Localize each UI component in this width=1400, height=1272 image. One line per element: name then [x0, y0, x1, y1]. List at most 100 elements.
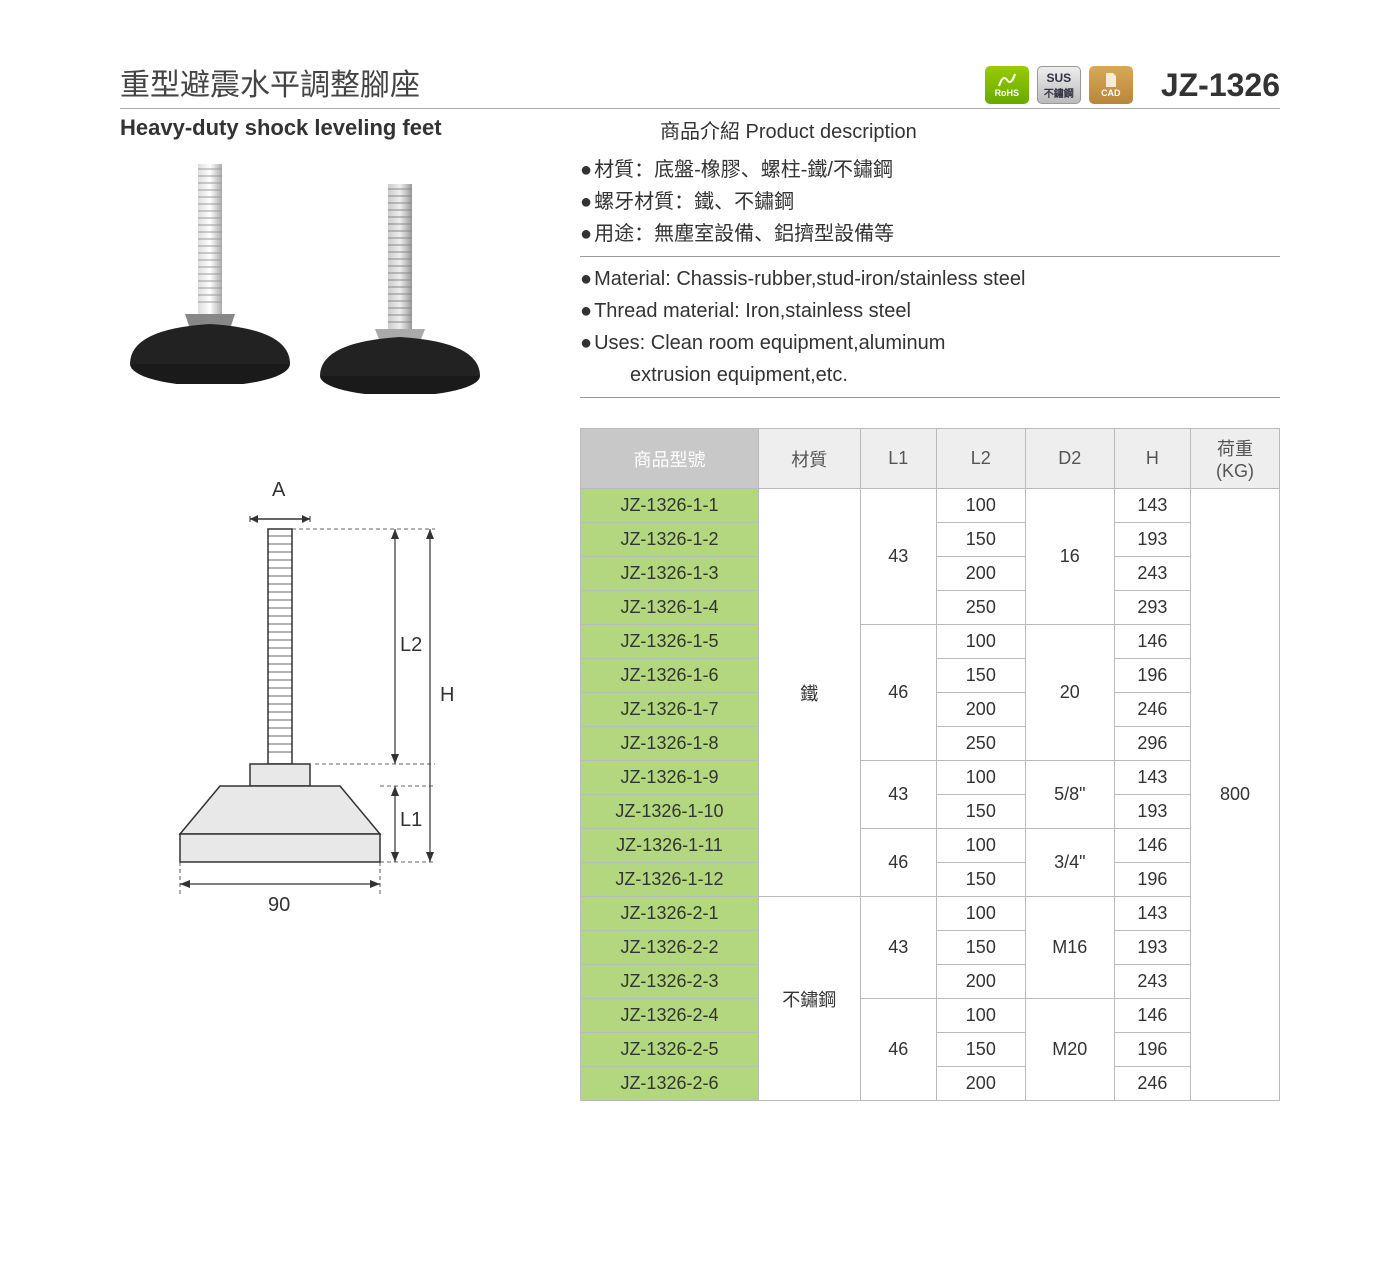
cell-l2: 200: [936, 557, 1025, 591]
diagram-label-base: 90: [268, 894, 290, 917]
subtitle-row: Heavy-duty shock leveling feet 商品介紹 Prod…: [120, 115, 1280, 144]
desc-heading: 商品介紹 Product description: [660, 115, 1280, 144]
cell-l2: 200: [936, 693, 1025, 727]
cell-d2: 5/8": [1025, 761, 1114, 829]
cell-model: JZ-1326-1-8: [581, 727, 759, 761]
badge-sus-top: SUS: [1046, 71, 1071, 85]
cell-h: 296: [1114, 727, 1190, 761]
cell-d2: M16: [1025, 897, 1114, 999]
badge-cad-label: CAD: [1101, 88, 1121, 98]
diagram-label-l2: L2: [400, 634, 422, 657]
diagram-label-l1: L1: [400, 809, 422, 832]
cell-l2: 200: [936, 1067, 1025, 1101]
cell-h: 146: [1114, 625, 1190, 659]
desc-en-1: Thread material: Iron,stainless steel: [580, 295, 1280, 327]
header-right: RoHS SUS 不鏽鋼 CAD JZ-1326: [985, 66, 1280, 104]
cell-model: JZ-1326-1-12: [581, 863, 759, 897]
cell-l2: 150: [936, 1033, 1025, 1067]
cell-d2: 16: [1025, 489, 1114, 625]
cell-model: JZ-1326-2-2: [581, 931, 759, 965]
cell-h: 146: [1114, 999, 1190, 1033]
cell-l2: 250: [936, 727, 1025, 761]
cell-l2: 100: [936, 625, 1025, 659]
cell-model: JZ-1326-2-3: [581, 965, 759, 999]
cell-h: 293: [1114, 591, 1190, 625]
cell-l1: 43: [860, 897, 936, 999]
cell-model: JZ-1326-2-5: [581, 1033, 759, 1067]
cell-model: JZ-1326-2-6: [581, 1067, 759, 1101]
desc-en-2: Uses: Clean room equipment,aluminum: [580, 327, 1280, 359]
cell-h: 143: [1114, 489, 1190, 523]
diagram-label-h: H: [440, 684, 454, 707]
cell-h: 246: [1114, 1067, 1190, 1101]
cell-h: 196: [1114, 1033, 1190, 1067]
badge-rohs: RoHS: [985, 66, 1029, 104]
cell-l1: 43: [860, 761, 936, 829]
cell-load: 800: [1191, 489, 1280, 1101]
cell-l2: 100: [936, 489, 1025, 523]
cell-l2: 100: [936, 999, 1025, 1033]
spec-table: 商品型號 材質 L1 L2 D2 H 荷重 (KG) JZ-1326-1-1 鐵…: [580, 428, 1280, 1101]
th-l1: L1: [860, 429, 936, 489]
th-material: 材質: [758, 429, 860, 489]
cell-l2: 150: [936, 863, 1025, 897]
badge-rohs-label: RoHS: [995, 88, 1020, 98]
header-row: 重型避震水平調整腳座 RoHS SUS 不鏽鋼 CAD JZ-1326: [120, 60, 1280, 109]
cell-l1: 46: [860, 625, 936, 761]
th-model: 商品型號: [581, 429, 759, 489]
title-en: Heavy-duty shock leveling feet: [120, 115, 442, 144]
desc-cn-0: 材質：底盤-橡膠、螺柱-鐵/不鏽鋼: [580, 154, 1280, 186]
cell-material-ss: 不鏽鋼: [758, 897, 860, 1101]
cell-l2: 150: [936, 795, 1025, 829]
badge-cad: CAD: [1089, 66, 1133, 104]
th-load: 荷重 (KG): [1191, 429, 1280, 489]
cell-d2: 3/4": [1025, 829, 1114, 897]
cell-model: JZ-1326-1-11: [581, 829, 759, 863]
cell-l2: 250: [936, 591, 1025, 625]
cell-d2: M20: [1025, 999, 1114, 1101]
cell-h: 193: [1114, 931, 1190, 965]
cell-h: 243: [1114, 557, 1190, 591]
badge-sus-bottom: 不鏽鋼: [1044, 85, 1074, 100]
desc-en-0: Material: Chassis-rubber,stud-iron/stain…: [580, 263, 1280, 295]
cell-h: 193: [1114, 523, 1190, 557]
cell-h: 143: [1114, 897, 1190, 931]
cell-h: 196: [1114, 863, 1190, 897]
cell-model: JZ-1326-2-1: [581, 897, 759, 931]
cell-model: JZ-1326-1-6: [581, 659, 759, 693]
cell-model: JZ-1326-1-1: [581, 489, 759, 523]
cell-l2: 200: [936, 965, 1025, 999]
cell-h: 146: [1114, 829, 1190, 863]
model-code: JZ-1326: [1161, 67, 1280, 104]
cell-l1: 43: [860, 489, 936, 625]
product-photo-1: [120, 154, 300, 384]
description-list: 材質：底盤-橡膠、螺柱-鐵/不鏽鋼 螺牙材質：鐵、不鏽鋼 用途：無塵室設備、鋁擠…: [580, 154, 1280, 398]
cell-h: 193: [1114, 795, 1190, 829]
cell-model: JZ-1326-1-9: [581, 761, 759, 795]
title-cn: 重型避震水平調整腳座: [120, 60, 420, 104]
cell-l2: 150: [936, 931, 1025, 965]
cell-l2: 150: [936, 659, 1025, 693]
badge-sus: SUS 不鏽鋼: [1037, 66, 1081, 104]
th-d2: D2: [1025, 429, 1114, 489]
th-l2: L2: [936, 429, 1025, 489]
cell-l1: 46: [860, 829, 936, 897]
cell-h: 143: [1114, 761, 1190, 795]
desc-cn-2: 用途：無塵室設備、鋁擠型設備等: [580, 218, 1280, 250]
cell-model: JZ-1326-1-2: [581, 523, 759, 557]
cell-l2: 100: [936, 897, 1025, 931]
cell-material-iron: 鐵: [758, 489, 860, 897]
cell-l2: 100: [936, 761, 1025, 795]
product-photo-area: [120, 154, 540, 414]
cell-model: JZ-1326-1-5: [581, 625, 759, 659]
cell-l2: 100: [936, 829, 1025, 863]
cell-h: 246: [1114, 693, 1190, 727]
desc-cn-1: 螺牙材質：鐵、不鏽鋼: [580, 186, 1280, 218]
cell-h: 243: [1114, 965, 1190, 999]
cell-model: JZ-1326-1-10: [581, 795, 759, 829]
cell-model: JZ-1326-2-4: [581, 999, 759, 1033]
diagram-label-a: A: [272, 479, 285, 502]
cell-model: JZ-1326-1-4: [581, 591, 759, 625]
cell-model: JZ-1326-1-7: [581, 693, 759, 727]
cell-l2: 150: [936, 523, 1025, 557]
